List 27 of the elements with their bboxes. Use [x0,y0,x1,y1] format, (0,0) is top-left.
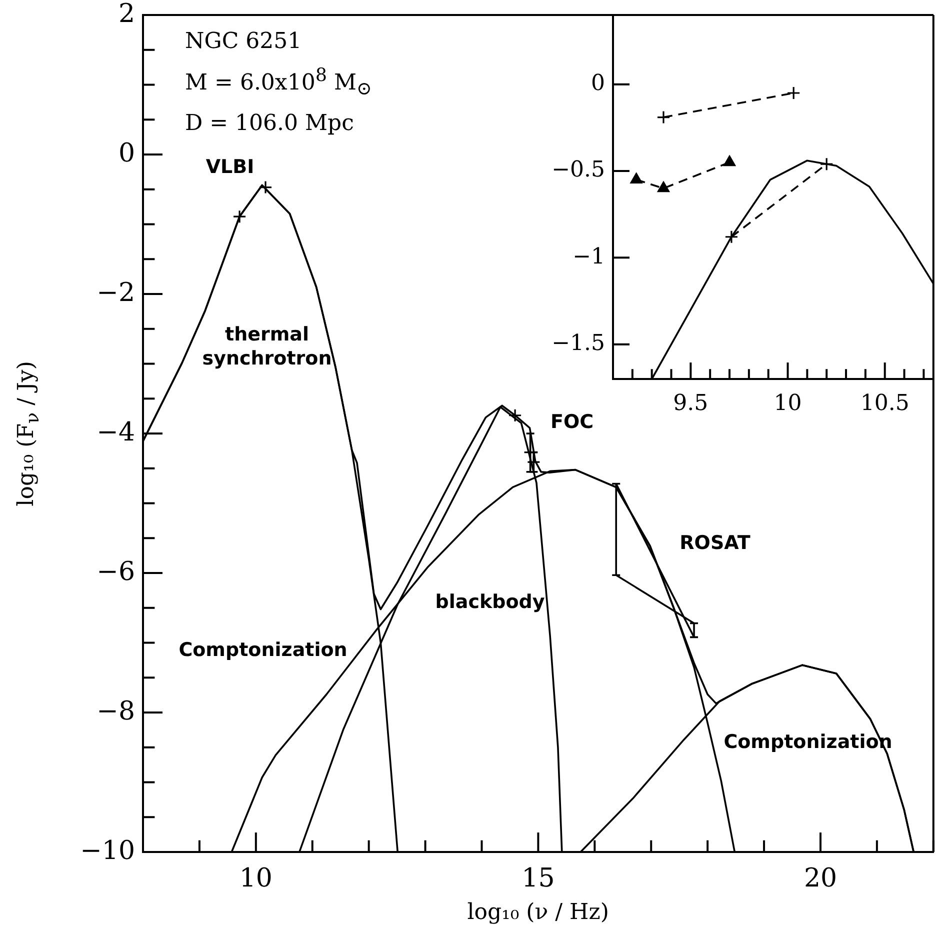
annotation: Comptonization [178,639,348,663]
annotation: M = 6.0x10$^{8}$ M$_{⊙}$ [185,64,372,102]
annotation: D = 106.0 Mpc [185,110,355,138]
annotation: ROSAT [680,532,750,556]
annotation: thermal synchrotron [202,323,332,371]
annotation: NGC 6251 [185,28,303,56]
annotation: FOC [550,411,594,435]
y-tick-label: −10 [80,836,135,866]
annotation: blackbody [435,591,545,615]
y-tick-label: −6 [96,556,135,587]
y-tick-label: −0.5 [552,158,605,183]
y-tick-label: −8 [96,696,135,726]
x-axis-title: log₁₀ (ν / Hz) [467,900,609,925]
y-tick-label: −1 [572,244,605,270]
y-tick-label: −2 [96,278,135,308]
y-tick-label: 2 [118,0,135,29]
x-tick-label: 10.5 [860,390,910,416]
y-tick-label: −4 [96,417,135,448]
x-tick-label: 10 [774,390,802,416]
y-tick-label: −1.5 [552,331,605,356]
y-tick-label: 0 [118,138,135,168]
annotation: VLBI [206,156,254,180]
x-tick-label: 15 [522,863,555,894]
x-tick-label: 20 [804,863,838,894]
x-tick-label: 9.5 [673,390,708,416]
x-tick-label: 10 [239,863,272,894]
y-tick-label: 0 [591,71,605,96]
